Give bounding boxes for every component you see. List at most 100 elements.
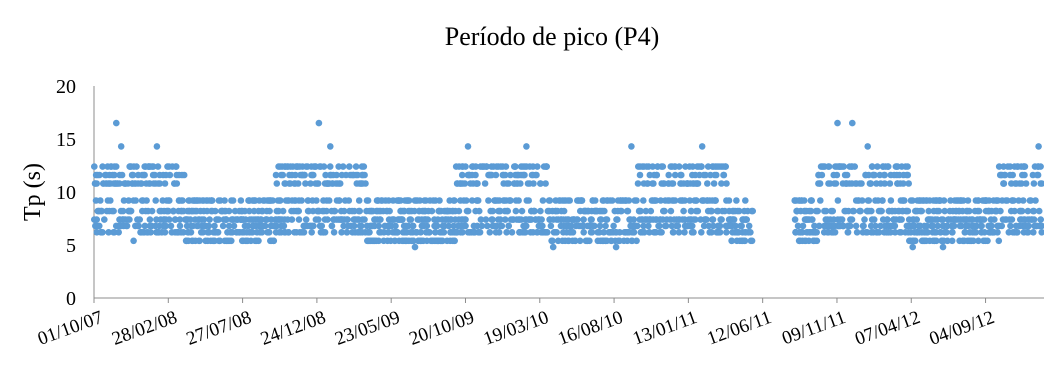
- data-point: [612, 243, 620, 251]
- data-point: [975, 207, 983, 215]
- data-point: [304, 197, 312, 204]
- data-point: [661, 207, 668, 215]
- data-point: [159, 197, 166, 204]
- data-point: [698, 229, 705, 236]
- data-point: [352, 163, 360, 170]
- data-point: [135, 222, 142, 230]
- data-point: [125, 197, 132, 204]
- data-point: [230, 222, 238, 230]
- data-point: [366, 229, 373, 236]
- data-point: [314, 180, 322, 187]
- data-point: [1037, 216, 1044, 223]
- data-point: [745, 222, 753, 230]
- data-point: [722, 163, 729, 170]
- data-point: [156, 180, 164, 187]
- data-point: [331, 207, 339, 215]
- data-point: [1034, 171, 1042, 179]
- x-tick-label: 27/07/08: [184, 307, 255, 350]
- data-point: [151, 171, 159, 179]
- data-point: [1035, 143, 1042, 150]
- data-point: [597, 216, 605, 223]
- data-point: [525, 197, 532, 204]
- data-point: [485, 197, 492, 204]
- data-point: [483, 163, 491, 170]
- data-point: [849, 119, 856, 127]
- data-point: [146, 216, 154, 223]
- data-point: [904, 163, 911, 170]
- data-point: [534, 163, 541, 170]
- data-point: [905, 180, 912, 187]
- data-point: [187, 216, 194, 223]
- data-point: [440, 229, 448, 236]
- data-point: [881, 180, 888, 187]
- data-point: [464, 143, 472, 150]
- data-point: [935, 207, 943, 215]
- data-point: [539, 222, 546, 230]
- data-point: [118, 171, 126, 179]
- data-point: [643, 163, 651, 170]
- data-point: [223, 216, 230, 223]
- data-point: [335, 163, 343, 170]
- data-point: [459, 229, 466, 236]
- data-point: [588, 216, 595, 223]
- data-point: [325, 197, 333, 204]
- data-point: [591, 222, 598, 230]
- data-point: [515, 197, 522, 204]
- data-point: [280, 222, 288, 230]
- data-point: [662, 222, 670, 230]
- data-point: [326, 163, 334, 170]
- data-point: [694, 207, 702, 215]
- data-point: [1035, 207, 1043, 215]
- data-point: [1030, 207, 1038, 215]
- data-point: [105, 229, 112, 236]
- data-point: [298, 197, 305, 204]
- data-point: [640, 222, 647, 230]
- data-point: [330, 229, 338, 236]
- data-point: [1001, 171, 1009, 179]
- data-point: [295, 216, 303, 223]
- data-point: [816, 180, 824, 187]
- data-point: [468, 197, 476, 204]
- data-point: [652, 197, 660, 204]
- data-point: [692, 197, 700, 204]
- data-point: [904, 171, 912, 179]
- data-point: [165, 216, 173, 223]
- data-point: [481, 180, 489, 187]
- data-point: [618, 207, 625, 215]
- data-point: [523, 222, 530, 230]
- data-point: [315, 119, 323, 127]
- data-point: [834, 197, 842, 204]
- data-point: [517, 180, 524, 187]
- data-point: [99, 163, 106, 170]
- data-point: [674, 222, 682, 230]
- data-point: [475, 207, 483, 215]
- data-point: [539, 197, 547, 204]
- data-point: [543, 163, 550, 170]
- data-point: [458, 171, 466, 179]
- y-tick-label: 15: [56, 129, 76, 151]
- data-point: [872, 222, 879, 230]
- data-point: [925, 207, 932, 215]
- data-point: [720, 171, 728, 179]
- data-point: [690, 229, 697, 236]
- data-point: [486, 229, 494, 236]
- data-point: [537, 180, 544, 187]
- data-point: [503, 180, 511, 187]
- data-point: [642, 207, 650, 215]
- data-point: [857, 207, 864, 215]
- data-point: [176, 216, 184, 223]
- data-point: [814, 207, 821, 215]
- data-point: [344, 216, 351, 223]
- data-point: [647, 207, 655, 215]
- data-point: [732, 222, 739, 230]
- data-point: [328, 222, 336, 230]
- data-point: [670, 229, 677, 236]
- data-point: [813, 237, 821, 245]
- data-point: [394, 229, 401, 236]
- data-point: [531, 207, 538, 215]
- data-point: [123, 222, 131, 230]
- data-point: [300, 229, 308, 236]
- data-point: [609, 197, 616, 204]
- data-point: [292, 171, 299, 179]
- data-point: [838, 216, 846, 223]
